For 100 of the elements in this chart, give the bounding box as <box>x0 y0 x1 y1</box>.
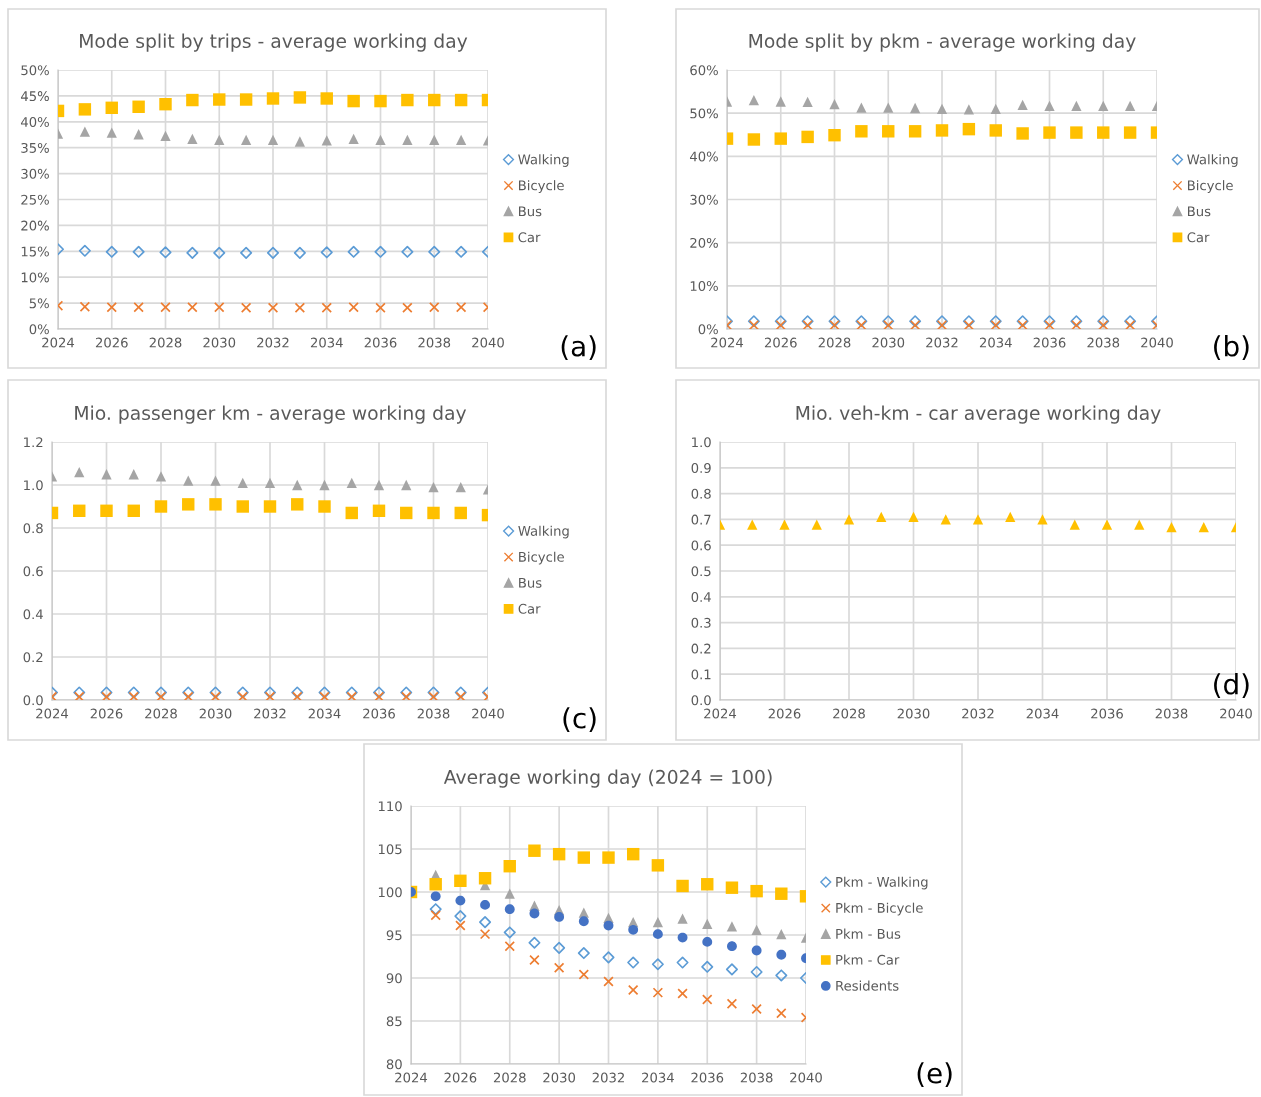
y-tick-label: 10% <box>21 272 49 283</box>
y-tick-label: 10% <box>690 281 718 292</box>
x-tick-label: 2032 <box>926 337 958 348</box>
x-tick-label: 2028 <box>833 708 865 719</box>
annotation: (d) <box>1214 673 1249 698</box>
x-tick-label: 2028 <box>149 337 182 348</box>
y-tick-label: 40% <box>689 151 718 162</box>
y-tick-label: 0.4 <box>691 592 711 602</box>
y-tick-label: 40% <box>20 117 49 127</box>
chart-title: Mio. veh-km - car average working day <box>796 405 1161 424</box>
y-tick-label: 30% <box>690 194 718 205</box>
y-tick-label: 0.6 <box>23 566 43 577</box>
y-tick-label: 100 <box>378 887 402 898</box>
x-tick-label: 2026 <box>95 337 128 348</box>
legend-label: Walking <box>518 154 569 167</box>
x-tick-label: 2034 <box>308 708 341 719</box>
x-tick-label: 2038 <box>1155 708 1188 719</box>
y-tick-label: 1.0 <box>24 480 43 491</box>
y-tick-label: 0.6 <box>691 540 711 551</box>
y-tick-label: 0.3 <box>691 617 711 628</box>
y-tick-label: 0.5 <box>691 566 711 577</box>
x-tick-label: 2038 <box>417 708 450 719</box>
y-tick-label: 0.8 <box>23 523 43 534</box>
legend-label: Bus <box>519 578 542 588</box>
legend-label: Bus <box>519 206 542 217</box>
x-tick-label: 2024 <box>36 708 69 719</box>
y-tick-label: 1.0 <box>692 437 711 448</box>
y-tick-label: 0.2 <box>23 652 43 663</box>
y-tick-label: 30% <box>21 168 49 179</box>
x-tick-label: 2040 <box>1141 337 1173 348</box>
x-tick-label: 2036 <box>1091 708 1123 719</box>
text: (e) <box>917 1062 952 1087</box>
x-tick-label: 2036 <box>364 337 397 348</box>
x-tick-label: 2026 <box>90 708 123 719</box>
legend-label: Pkm - Walking <box>836 876 928 890</box>
x-tick-label: 2034 <box>1026 708 1059 719</box>
text: (a) <box>561 335 596 360</box>
x-tick-label: 2034 <box>310 337 343 348</box>
y-tick-label: 0.9 <box>691 463 711 473</box>
x-tick-label: 2028 <box>818 337 851 348</box>
x-tick-label: 2030 <box>897 708 930 719</box>
y-tick-label: 50% <box>690 108 718 119</box>
chart-title: Mode split by pkm - average working day <box>749 33 1136 52</box>
y-tick-label: 35% <box>21 142 49 153</box>
x-tick-label: 2030 <box>203 337 236 348</box>
x-tick-label: 2032 <box>962 708 994 719</box>
x-tick-label: 2030 <box>872 337 905 348</box>
y-tick-label: 0.1 <box>691 669 711 680</box>
x-tick-label: 2026 <box>764 337 797 348</box>
x-tick-label: 2032 <box>254 708 286 719</box>
x-tick-label: 2030 <box>199 708 232 719</box>
y-tick-label: 105 <box>378 844 402 855</box>
chart-title: Mio. passenger km - average working day <box>75 405 467 424</box>
legend-label: Residents <box>836 980 899 991</box>
x-tick-label: 2038 <box>1087 337 1120 348</box>
x-tick-label: 2034 <box>979 337 1012 348</box>
x-tick-label: 2024 <box>704 708 737 719</box>
x-tick-label: 2038 <box>740 1072 773 1083</box>
y-tick-label: 0.0 <box>23 695 43 706</box>
x-tick-label: 2038 <box>418 337 451 348</box>
x-tick-label: 2024 <box>711 337 744 348</box>
legend-label: Car <box>518 603 541 614</box>
legend-label: Bicycle <box>519 180 564 193</box>
legend-label: Bus <box>1188 206 1211 217</box>
legend-label: Pkm - Bus <box>836 928 901 939</box>
y-tick-label: 0.0 <box>691 695 711 706</box>
y-tick-label: 15% <box>21 246 49 257</box>
x-tick-label: 2040 <box>1220 708 1252 719</box>
x-tick-label: 2036 <box>691 1072 724 1083</box>
y-tick-label: 25% <box>21 194 49 205</box>
y-tick-label: 0.4 <box>23 609 43 620</box>
y-tick-label: 80 <box>386 1059 402 1070</box>
x-tick-label: 2028 <box>145 708 177 719</box>
y-tick-label: 20% <box>690 237 718 248</box>
y-tick-label: 60% <box>690 65 718 76</box>
legend-label: Car <box>1187 232 1210 243</box>
x-tick-label: 2036 <box>1033 337 1066 348</box>
x-tick-label: 2032 <box>257 337 289 348</box>
x-tick-label: 2030 <box>543 1072 576 1083</box>
chart-title: Mode split by trips - average working day <box>80 33 468 52</box>
x-tick-label: 2024 <box>42 337 75 348</box>
x-tick-label: 2034 <box>642 1072 674 1083</box>
y-tick-label: 0.8 <box>691 488 711 499</box>
y-tick-label: 0.2 <box>691 643 711 654</box>
chart-title: Average working day (2024 = 100) <box>443 769 772 788</box>
legend-label: Bicycle <box>519 551 564 565</box>
text: (c) <box>563 707 596 732</box>
x-tick-label: 2036 <box>363 708 395 719</box>
y-tick-label: 1.2 <box>24 437 43 448</box>
y-tick-label: 90 <box>386 973 402 984</box>
y-tick-label: 85 <box>386 1016 402 1027</box>
legend-label: Car <box>518 232 541 243</box>
y-tick-label: 110 <box>378 801 402 812</box>
legend-label: Walking <box>518 525 569 539</box>
x-tick-label: 2026 <box>768 708 801 719</box>
y-tick-label: 0.7 <box>691 514 711 525</box>
x-tick-label: 2040 <box>472 337 504 348</box>
y-tick-label: 45% <box>20 91 49 102</box>
legend-label: Walking <box>1187 154 1238 167</box>
text: (b) <box>1214 335 1249 360</box>
